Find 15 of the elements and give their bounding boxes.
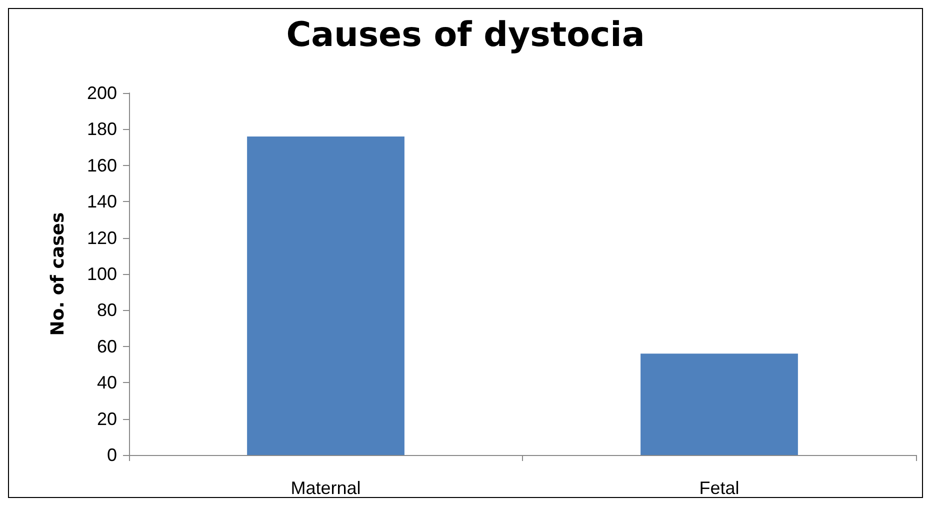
y-tick-label: 120 (86, 228, 117, 248)
y-tick-label: 200 (86, 83, 117, 103)
y-axis-title: No. of cases (48, 212, 68, 336)
y-tick-label: 140 (86, 192, 117, 212)
y-tick-label: 60 (96, 336, 117, 356)
x-tick-label: Fetal (699, 478, 740, 498)
y-tick-label: 80 (96, 300, 117, 320)
y-tick-label: 20 (96, 408, 117, 429)
x-tick-label: Maternal (290, 478, 361, 498)
y-tick-label: 160 (86, 155, 117, 176)
y-tick-label: 100 (86, 264, 117, 284)
y-tick-label: 180 (86, 119, 117, 140)
y-tick-label: 0 (106, 445, 117, 465)
y-tick-label: 40 (96, 372, 117, 393)
chart-title: Causes of dystocia (286, 15, 645, 55)
